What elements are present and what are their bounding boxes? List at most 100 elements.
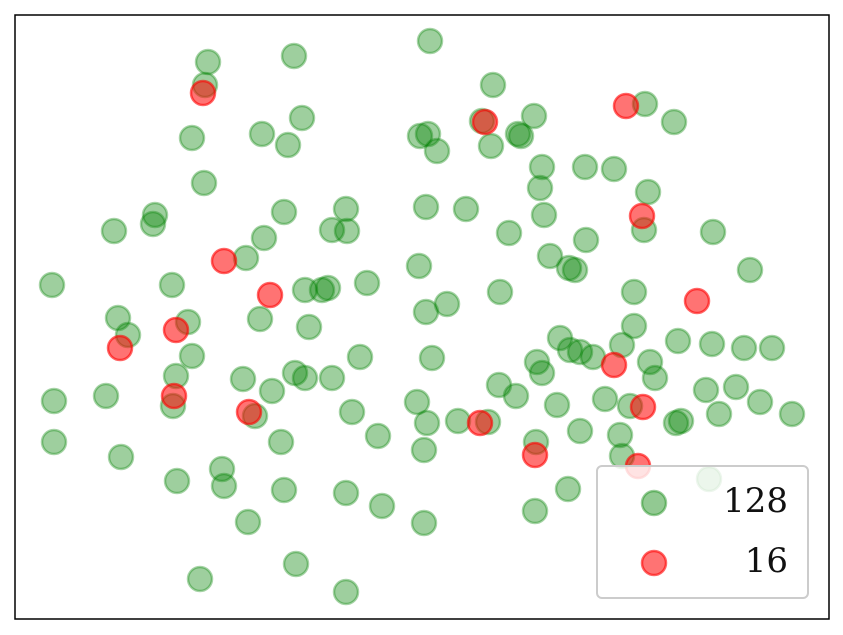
point — [698, 330, 726, 358]
point — [412, 298, 440, 326]
point — [234, 508, 262, 536]
point — [536, 242, 564, 270]
point — [405, 252, 433, 280]
point — [106, 334, 134, 362]
point — [274, 131, 302, 159]
point — [160, 382, 188, 410]
point — [466, 409, 494, 437]
point — [232, 244, 260, 272]
point — [338, 398, 366, 426]
point — [186, 565, 214, 593]
point — [210, 247, 238, 275]
point — [495, 219, 523, 247]
point — [413, 409, 441, 437]
point — [554, 475, 582, 503]
point — [410, 509, 438, 537]
points — [38, 27, 806, 606]
point — [485, 371, 513, 399]
legend-marker — [640, 489, 668, 517]
point — [502, 382, 530, 410]
legend-label: 128 — [723, 481, 788, 521]
point — [288, 104, 316, 132]
point — [210, 472, 238, 500]
point — [600, 155, 628, 183]
point — [248, 120, 276, 148]
point — [521, 497, 549, 525]
point — [526, 174, 554, 202]
point — [566, 417, 594, 445]
point — [104, 304, 132, 332]
point — [504, 120, 532, 148]
point — [572, 226, 600, 254]
point — [566, 338, 594, 366]
point — [364, 422, 392, 450]
point — [270, 476, 298, 504]
point — [561, 256, 589, 284]
point — [235, 398, 263, 426]
point — [667, 407, 695, 435]
point — [746, 388, 774, 416]
point — [660, 108, 688, 136]
point — [664, 327, 692, 355]
point — [521, 441, 549, 469]
point — [546, 324, 574, 352]
point — [620, 278, 648, 306]
point — [38, 271, 66, 299]
point — [634, 178, 662, 206]
point — [270, 198, 298, 226]
legend-label: 16 — [745, 541, 788, 581]
point — [139, 210, 167, 238]
point — [641, 364, 669, 392]
point — [178, 342, 206, 370]
point — [318, 216, 346, 244]
point — [162, 316, 190, 344]
point — [291, 364, 319, 392]
point — [250, 224, 278, 252]
point — [282, 550, 310, 578]
legend-marker — [640, 549, 668, 577]
point — [267, 428, 295, 456]
point — [92, 382, 120, 410]
point — [333, 217, 361, 245]
point — [418, 344, 446, 372]
point — [477, 132, 505, 160]
point — [471, 108, 499, 136]
point — [699, 218, 727, 246]
point — [600, 351, 628, 379]
point — [40, 387, 68, 415]
point — [256, 281, 284, 309]
point — [412, 193, 440, 221]
point — [591, 385, 619, 413]
point — [295, 313, 323, 341]
point — [332, 578, 360, 606]
point — [194, 48, 222, 76]
point — [308, 276, 336, 304]
point — [332, 479, 360, 507]
point — [291, 276, 319, 304]
point — [107, 443, 135, 471]
point — [280, 42, 308, 70]
point — [528, 359, 556, 387]
point — [620, 312, 648, 340]
point — [612, 92, 640, 120]
point — [353, 269, 381, 297]
point — [555, 254, 583, 282]
point — [486, 278, 514, 306]
point — [692, 376, 720, 404]
point — [403, 388, 431, 416]
point — [423, 137, 451, 165]
point — [705, 400, 733, 428]
point — [520, 102, 548, 130]
point — [281, 359, 309, 387]
point — [40, 428, 68, 456]
point — [479, 71, 507, 99]
point — [163, 467, 191, 495]
point — [452, 195, 480, 223]
point — [778, 400, 806, 428]
point — [736, 256, 764, 284]
point — [571, 153, 599, 181]
point — [433, 290, 461, 318]
point — [314, 274, 342, 302]
point — [346, 343, 374, 371]
